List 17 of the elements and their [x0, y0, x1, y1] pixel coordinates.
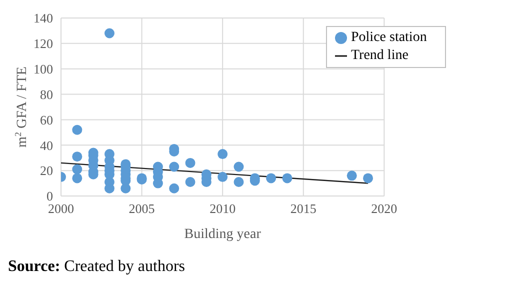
x-axis-title: Building year	[184, 227, 262, 242]
y-tick-label: 120	[34, 36, 53, 52]
y-tick-label: 80	[40, 86, 53, 102]
y-tick-label: 140	[34, 10, 53, 26]
legend-label: Trend line	[351, 48, 408, 63]
source-note: Source: Created by authors	[8, 258, 186, 276]
x-tick-label: 2015	[290, 201, 316, 216]
y-tick-label: 100	[34, 61, 53, 76]
x-tick-label: 2000	[48, 201, 74, 216]
legend-label: Police station	[351, 30, 427, 45]
x-tick-label: 2020	[371, 201, 398, 216]
y-tick-label: 20	[40, 163, 53, 178]
x-tick-label: 2005	[128, 201, 155, 216]
y-tick-label: 0	[46, 188, 53, 204]
y-tick-label: 60	[40, 112, 53, 128]
y-tick-label: 40	[40, 138, 53, 153]
x-tick-label: 2010	[210, 201, 236, 216]
